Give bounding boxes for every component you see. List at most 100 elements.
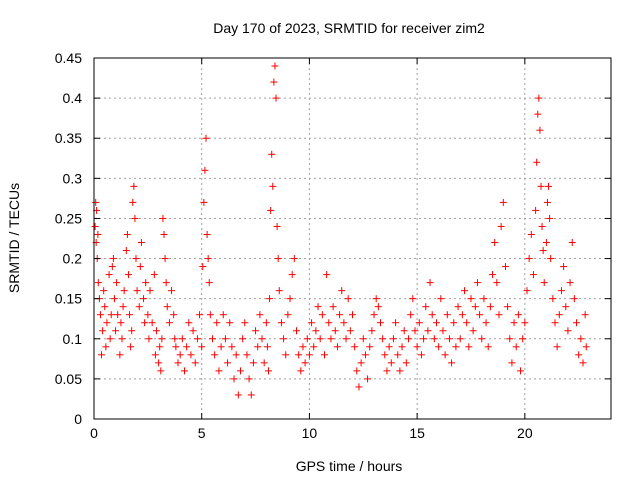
chart-title: Day 170 of 2023, SRMTID for receiver zim… — [213, 20, 485, 36]
data-point — [381, 351, 389, 359]
data-point — [379, 335, 387, 343]
data-point — [355, 383, 363, 391]
data-point — [555, 311, 563, 319]
data-point — [146, 287, 154, 295]
data-point — [413, 343, 421, 351]
data-point — [316, 335, 324, 343]
data-point — [506, 335, 514, 343]
data-point — [193, 335, 201, 343]
data-point — [277, 319, 285, 327]
data-point — [540, 279, 548, 287]
data-point — [325, 319, 333, 327]
grid-lines — [94, 58, 611, 419]
data-point — [538, 222, 546, 230]
x-tick-label: 0 — [90, 425, 98, 441]
data-point — [132, 255, 140, 263]
data-point — [435, 343, 443, 351]
data-point — [409, 295, 417, 303]
data-point — [308, 319, 316, 327]
data-point — [305, 351, 313, 359]
y-tick-label: 0.1 — [63, 331, 83, 347]
data-point — [267, 206, 275, 214]
data-point — [411, 327, 419, 335]
data-point — [160, 230, 168, 238]
data-point — [171, 335, 179, 343]
data-point — [351, 343, 359, 351]
data-point — [392, 319, 400, 327]
x-axis-label: GPS time / hours — [296, 458, 403, 474]
data-point — [202, 134, 210, 142]
data-point — [230, 375, 238, 383]
data-point — [398, 343, 406, 351]
y-tick-label: 0 — [74, 411, 82, 427]
data-point — [103, 319, 111, 327]
data-point — [476, 311, 484, 319]
data-point — [224, 359, 232, 367]
data-point — [514, 311, 522, 319]
data-point — [270, 78, 278, 86]
data-point — [151, 351, 159, 359]
data-point — [364, 375, 372, 383]
data-point — [303, 335, 311, 343]
data-point — [196, 311, 204, 319]
data-point — [533, 158, 541, 166]
data-point — [148, 319, 156, 327]
data-point — [176, 351, 184, 359]
data-point — [486, 303, 494, 311]
data-point — [205, 279, 213, 287]
y-tick-label: 0.4 — [63, 90, 83, 106]
data-point — [420, 335, 428, 343]
data-point — [495, 311, 503, 319]
data-point — [119, 303, 127, 311]
y-tick-label: 0.45 — [55, 50, 82, 66]
data-point — [331, 327, 339, 335]
data-point — [366, 343, 374, 351]
data-point — [557, 287, 565, 295]
y-tick-label: 0.05 — [55, 371, 82, 387]
data-point — [336, 311, 344, 319]
data-point — [510, 319, 518, 327]
data-point — [439, 327, 447, 335]
data-point — [254, 343, 262, 351]
data-point — [116, 351, 124, 359]
data-point — [274, 255, 282, 263]
data-point — [320, 351, 328, 359]
data-point — [456, 335, 464, 343]
data-point — [142, 279, 150, 287]
data-point — [497, 222, 505, 230]
data-point — [448, 359, 456, 367]
data-point — [387, 359, 395, 367]
data-point — [185, 319, 193, 327]
data-point — [545, 182, 553, 190]
data-point — [482, 319, 490, 327]
data-point — [96, 311, 104, 319]
data-point — [213, 319, 221, 327]
data-point — [94, 279, 102, 287]
y-axis-label: SRMTID / TECUs — [6, 183, 22, 293]
data-point — [562, 303, 570, 311]
data-point — [204, 255, 212, 263]
data-point — [135, 303, 143, 311]
data-point — [165, 319, 173, 327]
data-point — [243, 351, 251, 359]
data-point — [573, 319, 581, 327]
data-point — [441, 351, 449, 359]
data-point — [141, 319, 149, 327]
data-point — [221, 335, 229, 343]
data-point — [402, 359, 410, 367]
data-point — [170, 311, 178, 319]
data-point — [383, 367, 391, 375]
data-points — [91, 62, 590, 399]
data-point — [582, 343, 590, 351]
y-tick-label: 0.2 — [63, 251, 83, 267]
data-point — [327, 335, 335, 343]
data-point — [469, 327, 477, 335]
data-point — [443, 311, 451, 319]
data-point — [271, 62, 279, 70]
data-point — [424, 327, 432, 335]
data-point — [215, 367, 223, 375]
data-point — [452, 343, 460, 351]
data-point — [458, 311, 466, 319]
data-point — [266, 295, 274, 303]
